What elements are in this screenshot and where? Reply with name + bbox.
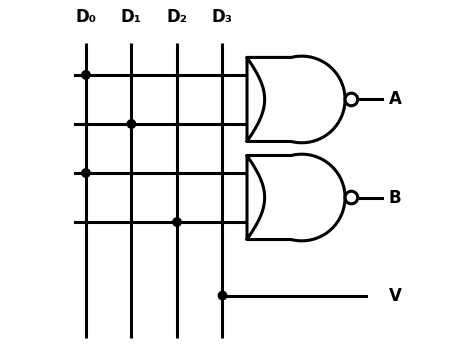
Text: A: A [389, 90, 402, 108]
Circle shape [82, 169, 90, 177]
Circle shape [345, 191, 358, 204]
Circle shape [218, 291, 226, 300]
Polygon shape [247, 154, 345, 241]
Text: D₁: D₁ [121, 8, 142, 26]
Text: B: B [389, 189, 402, 207]
Text: D₃: D₃ [212, 8, 233, 26]
Circle shape [345, 93, 358, 106]
Text: D₀: D₀ [75, 8, 96, 26]
Text: V: V [389, 287, 402, 305]
Circle shape [127, 120, 136, 128]
Text: D₂: D₂ [166, 8, 187, 26]
Circle shape [82, 71, 90, 79]
Polygon shape [247, 56, 345, 143]
Circle shape [173, 218, 181, 226]
